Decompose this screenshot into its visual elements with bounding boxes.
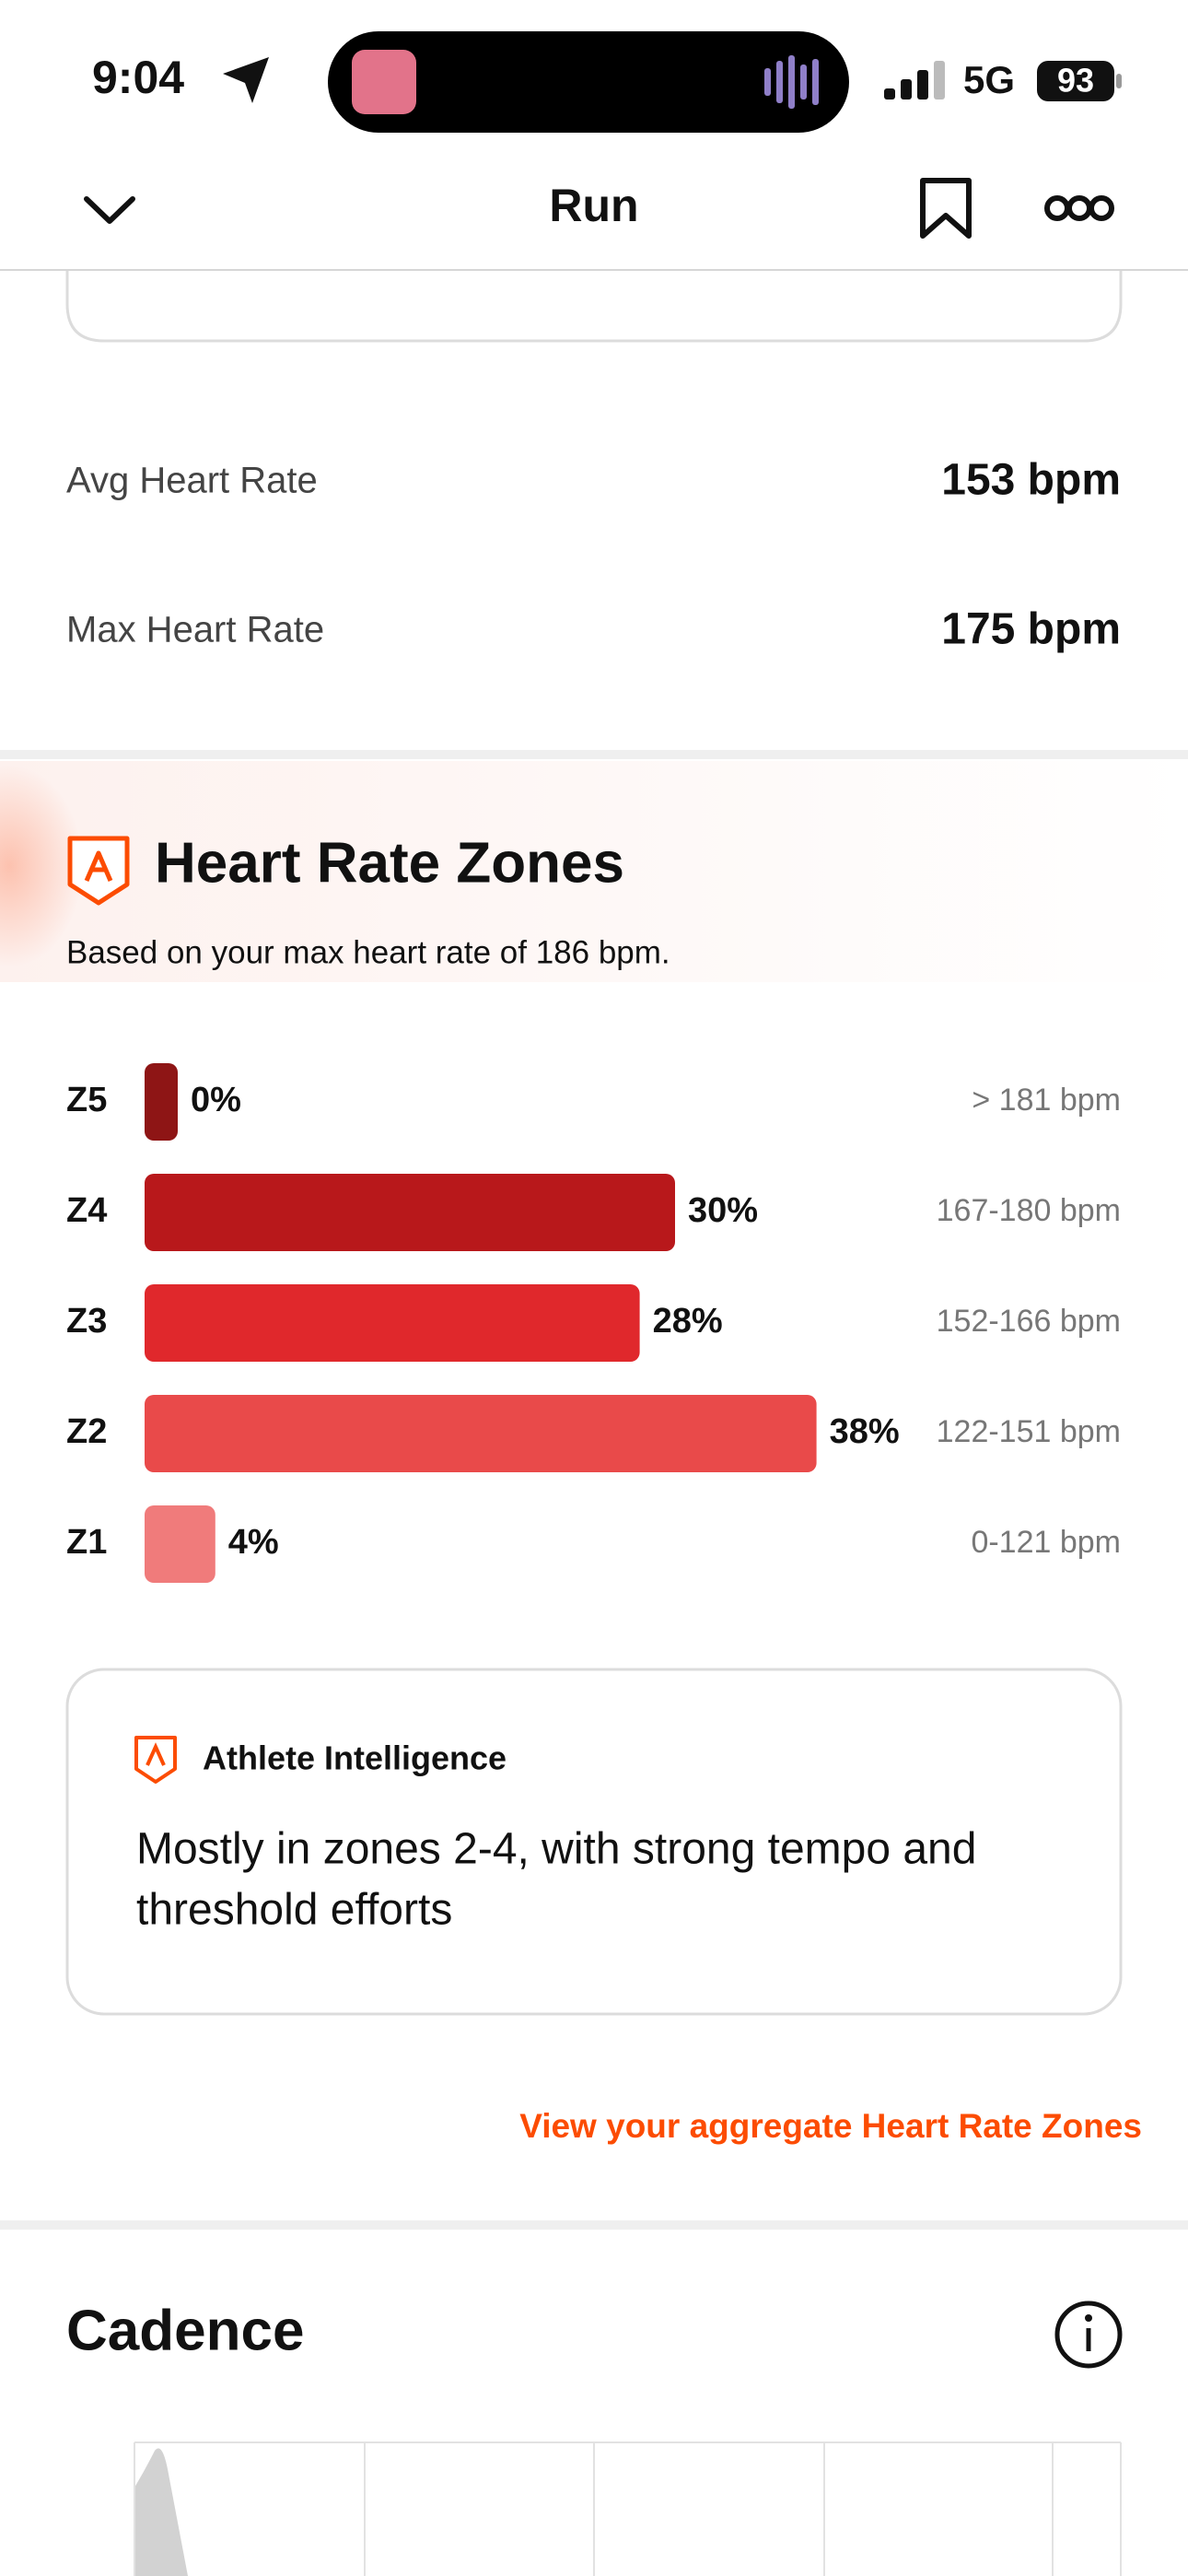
zone-range: 0-121 bpm — [971, 1525, 1121, 1560]
more-button[interactable] — [1044, 195, 1114, 221]
zone-percent: 28% — [653, 1302, 723, 1341]
zone-label: Z3 — [66, 1302, 107, 1341]
ai-icon — [134, 1736, 177, 1784]
zone-bar — [145, 1063, 178, 1141]
zone-range: 152-166 bpm — [937, 1304, 1121, 1339]
stat-value: 153 bpm — [941, 456, 1121, 505]
cadence-title: Cadence — [66, 2299, 304, 2362]
location-icon — [223, 57, 269, 103]
zone-bar — [145, 1174, 675, 1251]
zone-label: Z4 — [66, 1191, 107, 1230]
status-bar: 9:04 5G 93 — [92, 31, 1122, 133]
ai-title: Athlete Intelligence — [203, 1739, 507, 1777]
audio-wave — [764, 55, 819, 109]
zone-percent: 4% — [228, 1523, 279, 1562]
card-edge — [65, 271, 1123, 343]
header-band — [0, 761, 1188, 982]
cadence-chart — [134, 2441, 1122, 2576]
section-divider — [0, 750, 1188, 759]
album-art — [352, 50, 416, 114]
time: 9:04 — [92, 52, 184, 103]
zones-subtitle: Based on your max heart rate of 186 bpm. — [66, 934, 670, 970]
zone-range: > 181 bpm — [972, 1083, 1121, 1118]
zone-bar — [145, 1505, 215, 1583]
signal-icon — [884, 61, 945, 100]
dynamic-island — [328, 31, 849, 133]
nav-bar: Run — [0, 178, 1188, 271]
zone-label: Z5 — [66, 1081, 107, 1119]
bookmark-button[interactable] — [920, 178, 972, 239]
zone-range: 122-151 bpm — [937, 1414, 1121, 1449]
cadence-area — [134, 2448, 188, 2576]
zones-icon — [67, 836, 130, 906]
ai-text: threshold efforts — [136, 1886, 452, 1935]
zone-label: Z1 — [66, 1523, 107, 1562]
aggregate-link[interactable]: View your aggregate Heart Rate Zones — [519, 2107, 1142, 2145]
section-divider — [0, 2220, 1188, 2230]
glow — [0, 765, 83, 967]
zones-title: Heart Rate Zones — [155, 831, 624, 895]
battery — [1037, 61, 1114, 101]
zone-percent: 38% — [830, 1412, 900, 1451]
battery-level: 93 — [1057, 62, 1094, 100]
nav-title: Run — [549, 180, 638, 231]
collapse-button[interactable] — [84, 196, 135, 224]
stat-value: 175 bpm — [941, 605, 1121, 654]
battery-cap — [1116, 74, 1122, 88]
zone-label: Z2 — [66, 1412, 107, 1451]
ai-text: Mostly in zones 2-4, with strong tempo a… — [136, 1825, 976, 1874]
zone-percent: 0% — [191, 1081, 241, 1119]
zones-chart: Z5 0% > 181 bpm Z4 30% 167-180 bpm Z3 28% 152-16… — [66, 1063, 1121, 1583]
network: 5G — [963, 58, 1015, 101]
stat-label: Avg Heart Rate — [66, 461, 318, 501]
info-button[interactable] — [1054, 2301, 1123, 2369]
ai-card — [65, 1668, 1123, 2016]
stat-label: Max Heart Rate — [66, 610, 324, 650]
zone-percent: 30% — [688, 1191, 758, 1230]
zone-range: 167-180 bpm — [937, 1193, 1121, 1228]
zone-bar — [145, 1395, 817, 1472]
zone-bar — [145, 1284, 640, 1362]
